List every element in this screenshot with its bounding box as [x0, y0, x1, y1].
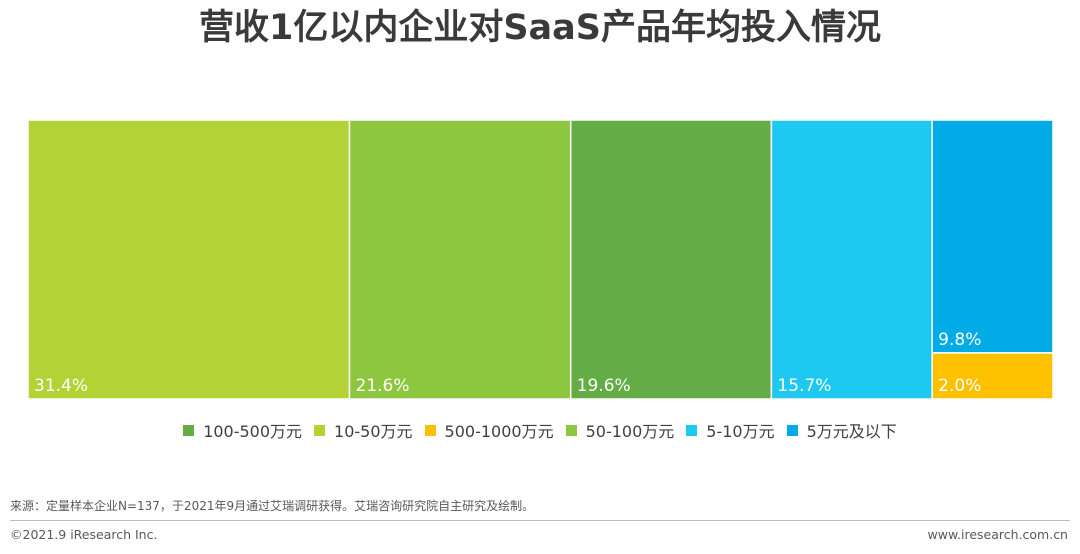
legend-label: 5万元及以下 — [806, 422, 897, 441]
chart-title: 营收1亿以内企业对SaaS产品年均投入情况 — [198, 8, 881, 48]
bar-segment-3 — [569, 119, 773, 400]
legend-label: 100-500万元 — [203, 422, 303, 441]
legend-item-5: 5-10万元 — [686, 418, 775, 442]
legend-swatch — [565, 424, 577, 436]
footer-divider — [10, 520, 1070, 521]
legend-item-1: 100-500万元 — [183, 418, 302, 442]
legend: 100-500万元 10-50万元 500-1000万元 50-100万元 5-10万元… — [0, 418, 1080, 442]
legend-label: 50-100万元 — [585, 422, 675, 441]
legend-item-6: 5万元及以下 — [786, 418, 897, 442]
bar-segment-1 — [27, 119, 351, 400]
data-label-4: 15.7% — [777, 376, 831, 396]
website-link[interactable]: www.iresearch.com.cn — [927, 527, 1069, 542]
legend-item-3: 500-1000万元 — [424, 418, 554, 442]
legend-label: 5-10万元 — [706, 422, 775, 441]
legend-label: 500-1000万元 — [444, 422, 554, 441]
data-label-1: 31.4% — [34, 376, 88, 396]
legend-swatch — [686, 424, 698, 436]
legend-item-2: 10-50万元 — [314, 418, 413, 442]
data-label-6: 2.0% — [938, 376, 981, 396]
data-label-3: 19.6% — [577, 376, 631, 396]
bar-segment-2 — [348, 119, 572, 400]
bar-segment-5 — [931, 119, 1054, 354]
legend-swatch — [786, 424, 798, 436]
legend-swatch — [183, 424, 195, 436]
legend-label: 10-50万元 — [334, 422, 413, 441]
legend-item-4: 50-100万元 — [565, 418, 675, 442]
legend-swatch — [314, 424, 326, 436]
data-label-2: 21.6% — [356, 376, 410, 396]
data-label-5: 9.8% — [938, 330, 981, 350]
bar-segment-4 — [770, 119, 933, 400]
source-note: 来源：定量样本企业N=137，于2021年9月通过艾瑞调研获得。艾瑞咨询研究院自… — [10, 499, 535, 513]
bar-segment-6 — [931, 352, 1054, 400]
legend-swatch — [424, 424, 436, 436]
copyright-text: ©2021.9 iResearch Inc. — [10, 527, 158, 542]
